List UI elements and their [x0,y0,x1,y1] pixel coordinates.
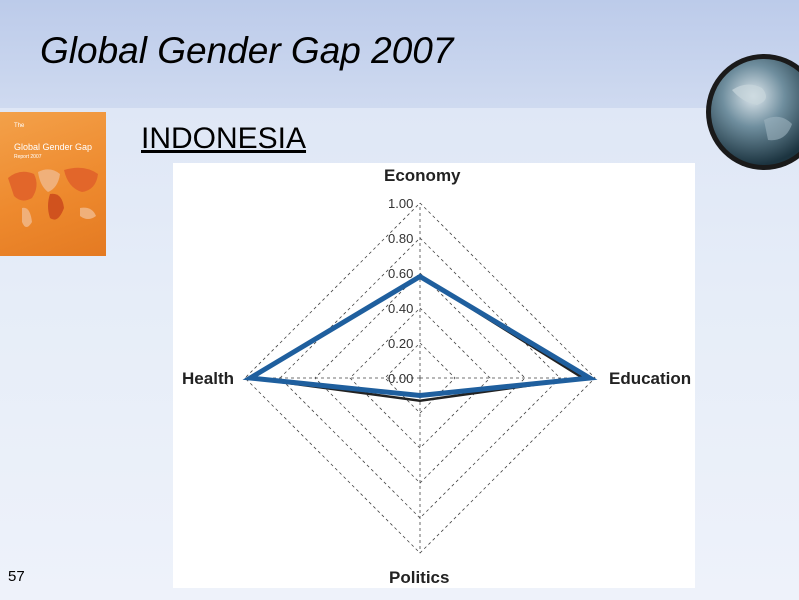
tick-label-3: 0.40 [388,301,413,316]
cover-line1: The [14,123,25,129]
cover-line3: Report 2007 [14,154,42,160]
series-line-0 [242,273,598,399]
axis-label-health: Health [182,369,234,388]
slide-title: Global Gender Gap 2007 [40,30,454,71]
tick-label-2: 0.60 [388,266,413,281]
report-cover-image: The Global Gender Gap Report 2007 [0,112,106,256]
tick-label-5: 0.00 [388,371,413,386]
country-heading: INDONESIA [141,122,307,155]
tick-label-4: 0.20 [388,336,413,351]
slide-number: 57 [8,568,25,585]
cover-line2: Global Gender Gap [14,142,93,152]
globe-logo [706,54,799,170]
header-band [0,0,799,108]
axis-label-politics: Politics [389,568,449,587]
axis-label-economy: Economy [384,166,461,185]
axis-label-education: Education [609,369,691,388]
radar-chart: 1.00 0.80 0.60 0.40 0.20 0.00 Economy Education… [182,166,691,587]
tick-label-1: 0.80 [388,231,413,246]
radar-chart-panel: 1.00 0.80 0.60 0.40 0.20 0.00 Economy Education… [173,163,695,588]
grid-ring-1 [384,342,456,414]
tick-label-0: 1.00 [388,196,413,211]
cover-world-map [8,167,98,227]
